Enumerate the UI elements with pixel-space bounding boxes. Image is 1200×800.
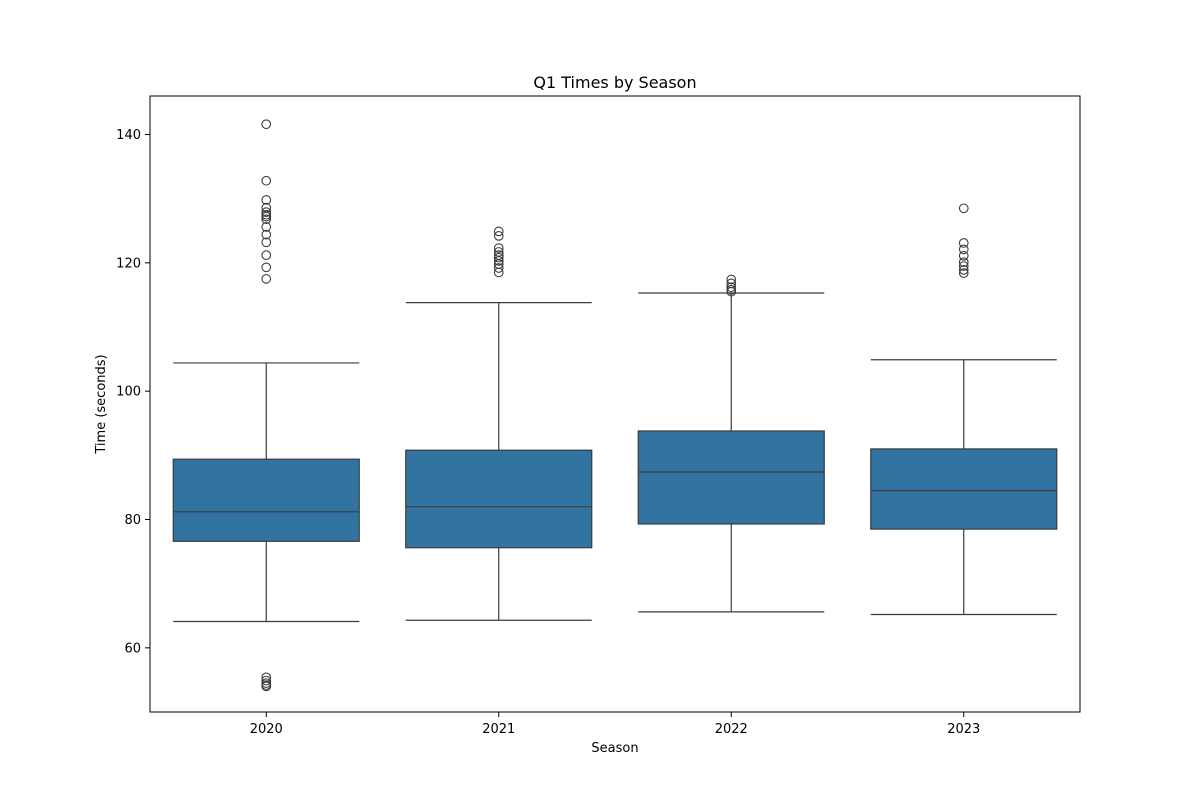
box-iqr [637,430,825,525]
outlier-point [261,675,272,686]
y-tick-label: 140 [116,128,141,143]
outlier-point [261,207,272,217]
outlier-point [261,119,272,130]
outlier-point [726,282,737,293]
outlier-point [726,274,737,285]
y-tick-label: 100 [116,385,141,400]
x-tick-label: 2023 [947,722,980,737]
outlier-point [958,265,969,275]
chart-title: Q1 Times by Season [533,73,696,92]
y-tick-label: 60 [124,641,141,656]
outlier-point [261,214,272,225]
box-group-2022 [637,274,825,613]
outlier-point [493,263,504,273]
x-tick-label: 2022 [715,722,748,737]
outlier-point [261,211,272,222]
box-iqr [870,448,1058,530]
x-tick-label: 2020 [250,722,283,737]
outlier-point [493,256,504,266]
box-iqr [172,458,360,542]
outlier-point [493,267,504,278]
box-group-2021 [405,226,593,621]
outlier-point [261,222,272,232]
x-axis: 2020 2021 2022 2023 [250,712,980,737]
axes-frame [149,95,1081,713]
y-tick-label: 120 [116,256,141,271]
x-axis-label: Season [591,741,638,756]
y-axis-label: Time (seconds) [94,354,109,454]
outlier-point [958,244,969,255]
outlier-point [958,268,969,278]
outlier-point [261,262,272,273]
outlier-point [261,237,272,248]
outlier-point [958,257,969,268]
outlier-point [958,238,969,248]
outlier-point [493,243,504,253]
outlier-point [261,175,272,186]
outlier-point [958,203,969,214]
plot-area [172,119,1058,692]
box-group-2020 [172,119,360,692]
outlier-point [493,231,504,241]
y-axis: 60 80 100 120 140 [116,128,150,656]
outlier-point [726,286,737,297]
box-iqr [405,449,593,549]
outlier-point [493,226,504,237]
box-group-2023 [870,203,1058,616]
y-tick-label: 80 [124,513,141,528]
outlier-point [261,250,272,260]
outlier-point [261,681,272,692]
outlier-point [261,229,272,240]
outlier-point [958,250,969,261]
outlier-point [493,252,504,263]
outlier-point [261,195,272,205]
x-tick-label: 2021 [482,722,515,737]
outlier-point [261,274,272,284]
outlier-point [958,261,969,271]
